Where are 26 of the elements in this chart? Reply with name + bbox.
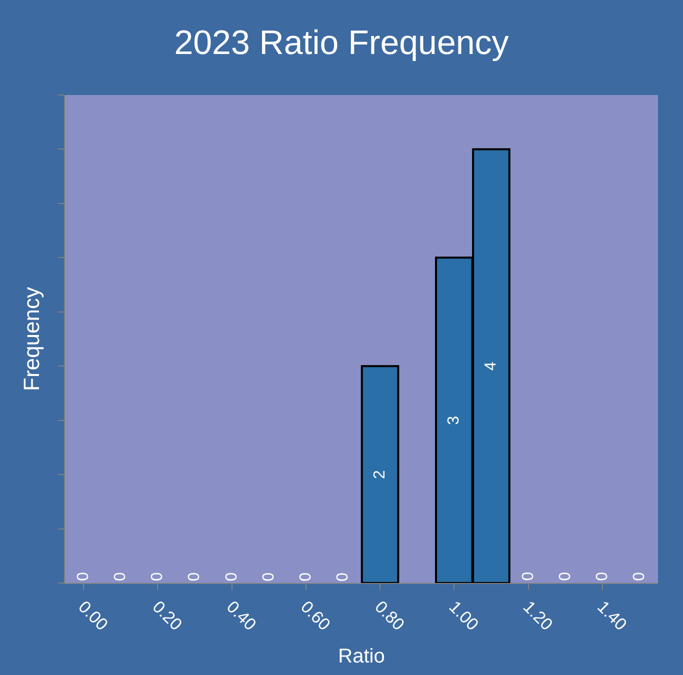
data-label: 0 [630, 572, 648, 581]
x-tick-label: 1.00 [445, 597, 482, 634]
data-label: 0 [112, 572, 130, 582]
x-tick-label: 1.20 [519, 597, 556, 634]
data-label: 0 [520, 572, 537, 581]
x-tick-label: 1.40 [594, 597, 630, 634]
data-label: 0 [297, 572, 314, 582]
x-tick-label: 0.20 [148, 597, 186, 634]
data-label: 0 [149, 572, 166, 582]
data-label: 2 [372, 470, 389, 480]
data-label: 0 [75, 572, 92, 582]
data-label: 4 [482, 362, 500, 371]
data-label: 3 [446, 416, 463, 425]
y-axis-title: Frequency [18, 287, 44, 391]
x-tick-label: 0.60 [297, 597, 334, 634]
x-tick-label: 0.00 [74, 597, 112, 634]
data-label: 0 [556, 572, 574, 581]
chart-title: 2023 Ratio Frequency [174, 24, 509, 62]
data-label: 0 [186, 572, 204, 582]
x-tick-label: 0.80 [371, 597, 408, 634]
x-tick-label: 0.40 [222, 597, 260, 634]
data-label: 0 [334, 572, 352, 582]
data-label: 0 [260, 572, 278, 582]
data-label: 0 [223, 572, 240, 582]
data-label: 0 [594, 572, 611, 581]
x-axis-title: Ratio [338, 646, 385, 668]
